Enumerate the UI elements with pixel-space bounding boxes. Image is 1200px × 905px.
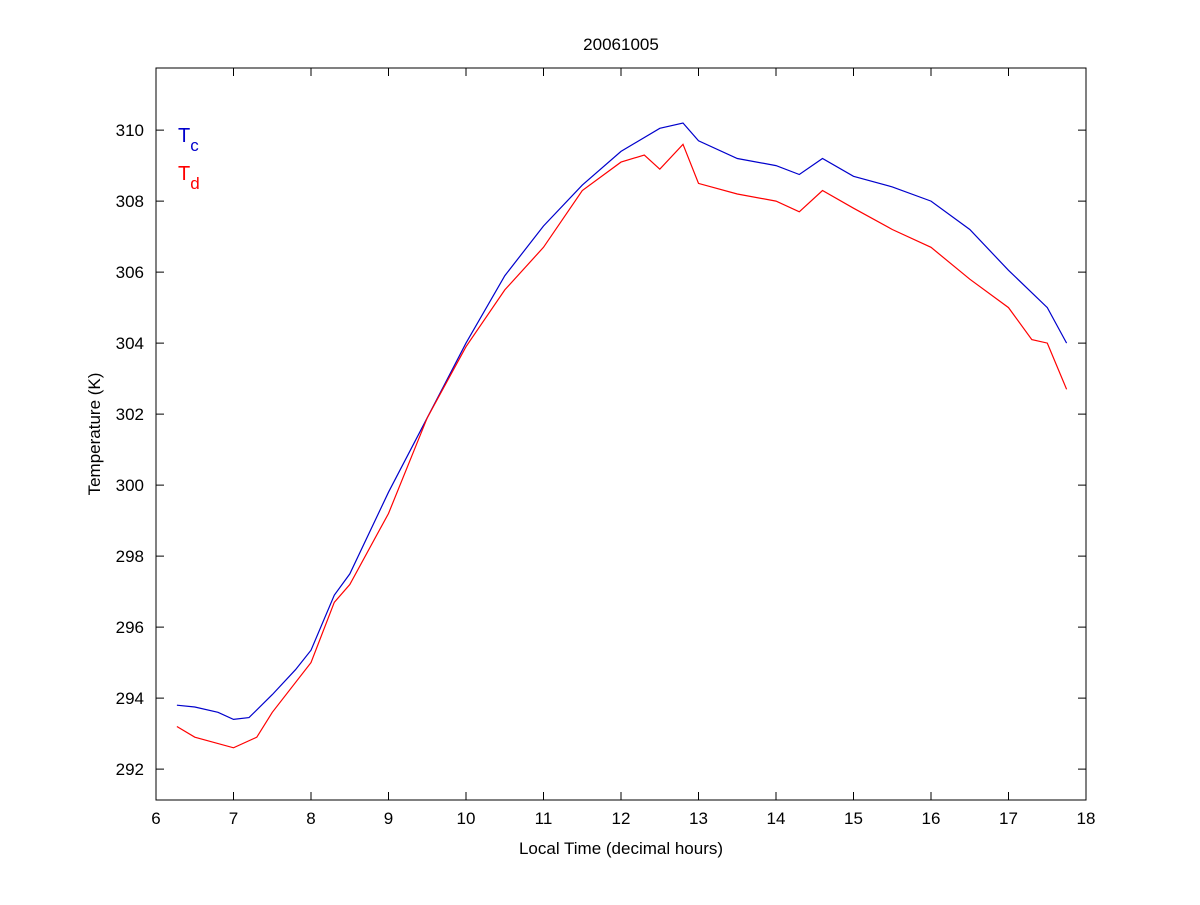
x-tick-label: 16	[922, 809, 941, 828]
x-tick-label: 9	[384, 809, 393, 828]
x-axis-label: Local Time (decimal hours)	[519, 839, 723, 858]
x-tick-label: 8	[306, 809, 315, 828]
x-tick-label: 13	[689, 809, 708, 828]
y-tick-label: 300	[116, 476, 144, 495]
y-tick-label: 308	[116, 192, 144, 211]
x-tick-label: 17	[999, 809, 1018, 828]
series-line-Tc	[176, 122, 1068, 721]
x-tick-label: 18	[1077, 809, 1096, 828]
x-tick-label: 12	[612, 809, 631, 828]
x-tick-label: 14	[767, 809, 786, 828]
x-tick-label: 7	[229, 809, 238, 828]
y-tick-label: 298	[116, 547, 144, 566]
chart-title: 20061005	[583, 35, 659, 54]
y-tick-label: 304	[116, 334, 144, 353]
legend-entry-tc: Tc	[178, 125, 199, 155]
y-tick-label: 294	[116, 689, 144, 708]
x-tick-label: 6	[151, 809, 160, 828]
legend: Tc Td	[178, 125, 200, 193]
y-tick-label: 292	[116, 760, 144, 779]
x-tick-label: 11	[535, 809, 553, 828]
x-tick-label: 15	[844, 809, 863, 828]
y-tick-label: 306	[116, 263, 144, 282]
legend-entry-td: Td	[178, 163, 200, 193]
x-tick-label: 10	[457, 809, 476, 828]
y-tick-label: 302	[116, 405, 144, 424]
series-line-Td	[176, 143, 1068, 749]
y-axis-label: Temperature (K)	[85, 373, 104, 496]
y-tick-label: 310	[116, 121, 144, 140]
plot-area	[155, 67, 1087, 801]
y-tick-label: 296	[116, 618, 144, 637]
